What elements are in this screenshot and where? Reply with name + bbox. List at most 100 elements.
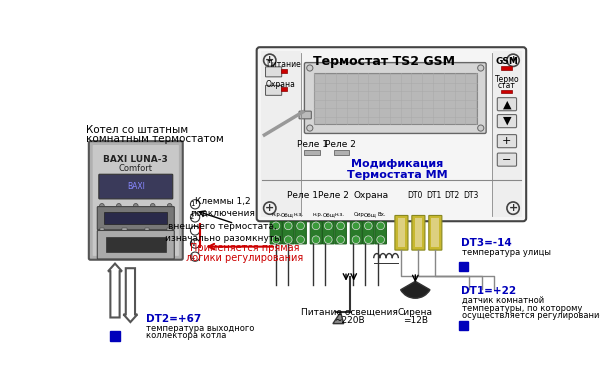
Circle shape: [507, 54, 519, 67]
Circle shape: [364, 236, 372, 243]
Text: +: +: [265, 203, 274, 213]
Text: Общ: Общ: [323, 212, 335, 217]
Circle shape: [167, 204, 172, 208]
FancyBboxPatch shape: [429, 216, 442, 250]
FancyBboxPatch shape: [335, 222, 346, 244]
Text: DT2=+67: DT2=+67: [146, 314, 201, 324]
Text: DT3: DT3: [463, 190, 478, 200]
Circle shape: [190, 200, 200, 209]
FancyBboxPatch shape: [89, 141, 183, 260]
Circle shape: [377, 236, 385, 243]
Bar: [431, 218, 439, 247]
Text: температура выходного: температура выходного: [146, 324, 254, 333]
Circle shape: [297, 236, 304, 243]
Circle shape: [272, 236, 280, 243]
Text: +: +: [502, 136, 512, 146]
Circle shape: [263, 202, 276, 214]
FancyArrow shape: [108, 264, 122, 317]
FancyBboxPatch shape: [92, 145, 179, 256]
Circle shape: [297, 222, 304, 230]
Text: 2: 2: [190, 214, 194, 220]
Text: DT2: DT2: [445, 190, 460, 200]
Text: Применяется прямая: Применяется прямая: [190, 243, 299, 253]
Text: +: +: [265, 55, 274, 65]
FancyBboxPatch shape: [350, 222, 362, 244]
Circle shape: [116, 204, 121, 208]
Polygon shape: [333, 312, 344, 324]
Text: GSM: GSM: [496, 57, 518, 65]
Text: Сирена: Сирена: [398, 308, 433, 317]
FancyBboxPatch shape: [412, 216, 425, 250]
Text: ~220В: ~220В: [335, 316, 365, 325]
FancyBboxPatch shape: [270, 222, 282, 244]
Circle shape: [478, 65, 484, 71]
Text: =12В: =12В: [403, 316, 428, 325]
Bar: [260, 51, 301, 217]
Text: Питание: Питание: [266, 60, 301, 68]
Text: 1: 1: [190, 201, 194, 207]
FancyBboxPatch shape: [362, 222, 374, 244]
FancyBboxPatch shape: [375, 222, 386, 244]
Circle shape: [190, 226, 200, 235]
Text: L: L: [190, 253, 194, 260]
Text: Клеммы 1,2
подключения
внешнего термостата,
изначально разомкнуты: Клеммы 1,2 подключения внешнего термоста…: [164, 197, 281, 243]
Text: стат: стат: [498, 81, 516, 90]
Bar: [167, 228, 172, 232]
Bar: [281, 87, 287, 91]
Text: Термо: Термо: [494, 75, 519, 84]
Circle shape: [307, 125, 313, 131]
Text: осуществляется регулирование: осуществляется регулирование: [461, 312, 600, 320]
Bar: [334, 150, 349, 155]
FancyBboxPatch shape: [497, 98, 517, 111]
Circle shape: [190, 239, 200, 248]
Text: Общ: Общ: [281, 212, 294, 217]
Text: Сир.: Сир.: [353, 212, 366, 217]
Text: +: +: [508, 55, 518, 65]
Text: +: +: [508, 203, 518, 213]
FancyBboxPatch shape: [497, 115, 517, 128]
Bar: [110, 331, 119, 341]
Text: н.з.: н.з.: [335, 212, 345, 217]
Text: BAXI LUNA-3: BAXI LUNA-3: [103, 155, 168, 164]
Text: Реле 1: Реле 1: [287, 190, 317, 200]
Circle shape: [190, 213, 200, 222]
Text: логики регулирования: логики регулирования: [186, 253, 303, 263]
FancyBboxPatch shape: [304, 63, 486, 134]
Circle shape: [377, 222, 385, 230]
Bar: [104, 212, 167, 224]
Text: н.р.: н.р.: [313, 212, 323, 217]
Text: Питание освещения: Питание освещения: [301, 308, 398, 317]
Text: датчик комнатной: датчик комнатной: [461, 296, 544, 305]
Circle shape: [325, 222, 332, 230]
Bar: [145, 228, 149, 232]
FancyBboxPatch shape: [99, 174, 173, 199]
Text: Реле 2: Реле 2: [325, 140, 356, 149]
Text: Охрана: Охрана: [354, 190, 389, 200]
FancyBboxPatch shape: [283, 222, 294, 244]
Text: BAXI: BAXI: [127, 182, 145, 191]
Circle shape: [352, 236, 360, 243]
Circle shape: [307, 65, 313, 71]
Text: н.р.: н.р.: [271, 212, 282, 217]
Bar: [415, 218, 422, 247]
Text: температуры, по которому: температуры, по которому: [461, 304, 582, 313]
Circle shape: [151, 204, 155, 208]
Text: Общ: Общ: [364, 212, 377, 217]
Bar: [314, 74, 477, 124]
Text: коллектора котла: коллектора котла: [146, 331, 226, 341]
FancyBboxPatch shape: [497, 153, 517, 166]
Circle shape: [284, 222, 292, 230]
Text: Comfort: Comfort: [119, 164, 153, 173]
FancyBboxPatch shape: [323, 222, 334, 244]
Circle shape: [263, 54, 276, 67]
Text: DT1=+22: DT1=+22: [461, 286, 517, 296]
Bar: [501, 89, 512, 93]
FancyBboxPatch shape: [497, 135, 517, 148]
FancyBboxPatch shape: [310, 222, 322, 244]
Text: Котел со штатным: Котел со штатным: [86, 125, 188, 135]
FancyBboxPatch shape: [299, 111, 311, 119]
Text: Реле 2: Реле 2: [318, 190, 349, 200]
Text: Термостат TS2 GSM: Термостат TS2 GSM: [313, 55, 455, 68]
Bar: [281, 69, 287, 73]
Circle shape: [312, 222, 320, 230]
